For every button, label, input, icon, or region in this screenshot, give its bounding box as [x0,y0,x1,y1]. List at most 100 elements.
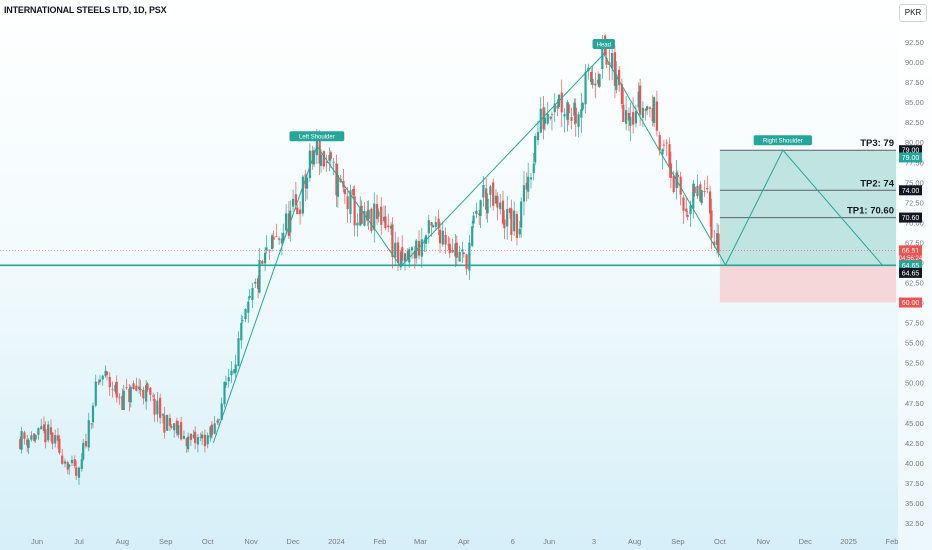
candle-body [312,150,316,165]
candle-body [580,109,583,118]
price-badge-bg [899,212,922,223]
candle-body [90,423,93,425]
candle-body [118,397,121,399]
target-label: TP2: 74 [860,178,895,189]
y-tick-label: 62.50 [905,279,924,288]
candle-body [170,426,173,428]
candle-body [577,114,580,127]
candle-body [247,301,250,313]
candle-body [534,136,537,163]
candle-body [605,57,608,65]
candle-body [230,370,233,376]
candle-body [166,414,169,431]
candle-body [296,207,299,215]
x-tick-label: Aug [116,537,129,546]
candle-body [37,428,40,435]
x-tick-label: Sep [159,537,172,546]
candle-body [282,233,285,241]
candle-body [146,383,149,390]
candle-body [224,382,228,386]
candle-body [56,435,60,441]
x-tick-label: Mar [414,537,427,546]
candle-body [175,420,179,434]
candle-body [298,209,302,215]
candle-body [209,426,212,438]
candle-body [384,216,387,229]
candle-body [598,74,601,87]
candle-body [394,242,397,258]
y-tick-label: 90.00 [905,58,924,67]
candle-body [138,386,141,390]
price-badge: 70.60 [902,215,920,222]
candle-body [54,435,57,444]
candle-body [717,233,720,253]
candle-body [644,109,647,111]
candle-body [549,116,552,119]
candle-body [454,243,457,257]
candle-body [689,205,692,215]
candle-body [461,249,464,252]
candle-body [489,186,492,195]
price-badge-bg [899,245,922,256]
candle-body [611,52,614,69]
candle-body [61,455,64,464]
candle-body [145,385,148,402]
candle-body [715,233,719,246]
candle-body [104,370,107,376]
candle-body [651,108,654,122]
candle-body [328,155,331,161]
candle-body [20,431,23,450]
candle-body [499,202,502,210]
candle-body [700,190,703,204]
y-tick-label: 55.00 [905,339,924,348]
y-tick-label: 37.50 [905,479,924,488]
price-badge-bg [899,185,922,196]
candle-body [658,134,661,151]
x-tick-label: Aug [628,537,641,546]
candle-body [518,228,521,235]
y-tick-label: 75.00 [905,178,924,187]
candle-body [40,426,43,430]
candle-body [472,215,475,224]
candle-body [185,438,188,447]
y-tick-label: 80.00 [905,138,924,147]
candle-body [420,239,423,257]
candle-body [94,381,97,406]
x-tick-label: Jul [74,537,84,546]
stop-loss-zone [719,265,896,303]
y-tick-label: 92.50 [905,38,924,47]
candle-body [142,389,145,399]
price-badge-bg [899,152,922,163]
candle-body [427,220,430,234]
x-tick-label: Dec [799,537,813,546]
target-label: TP1: 70.60 [847,206,894,217]
price-badge: 04:56:24 [899,256,923,262]
x-tick-label: Nov [244,537,258,546]
candle-body [139,388,142,391]
candle-body [122,390,125,410]
candle-body [101,375,104,380]
candle-body [560,92,563,113]
currency-badge[interactable]: PKR [899,4,927,22]
candle-body [294,194,297,206]
candle-body [49,427,53,435]
candle-body [706,188,709,190]
candle-body [410,247,414,251]
candle-body [676,175,680,177]
chart-title: INTERNATIONAL STEELS LTD, 1D, PSX [4,5,167,15]
candle-body [465,254,468,270]
candle-body [550,114,554,116]
candle-body [363,210,366,226]
candle-body [121,395,124,410]
candle-body [594,83,597,86]
candle-body [308,150,311,179]
candle-body [646,106,649,111]
candle-body [692,183,695,209]
candle-body [220,403,223,420]
candle-body [478,213,481,216]
candle-body [75,467,78,476]
candle-body [710,210,713,238]
candle-body [227,377,230,382]
candle-body [573,102,576,116]
